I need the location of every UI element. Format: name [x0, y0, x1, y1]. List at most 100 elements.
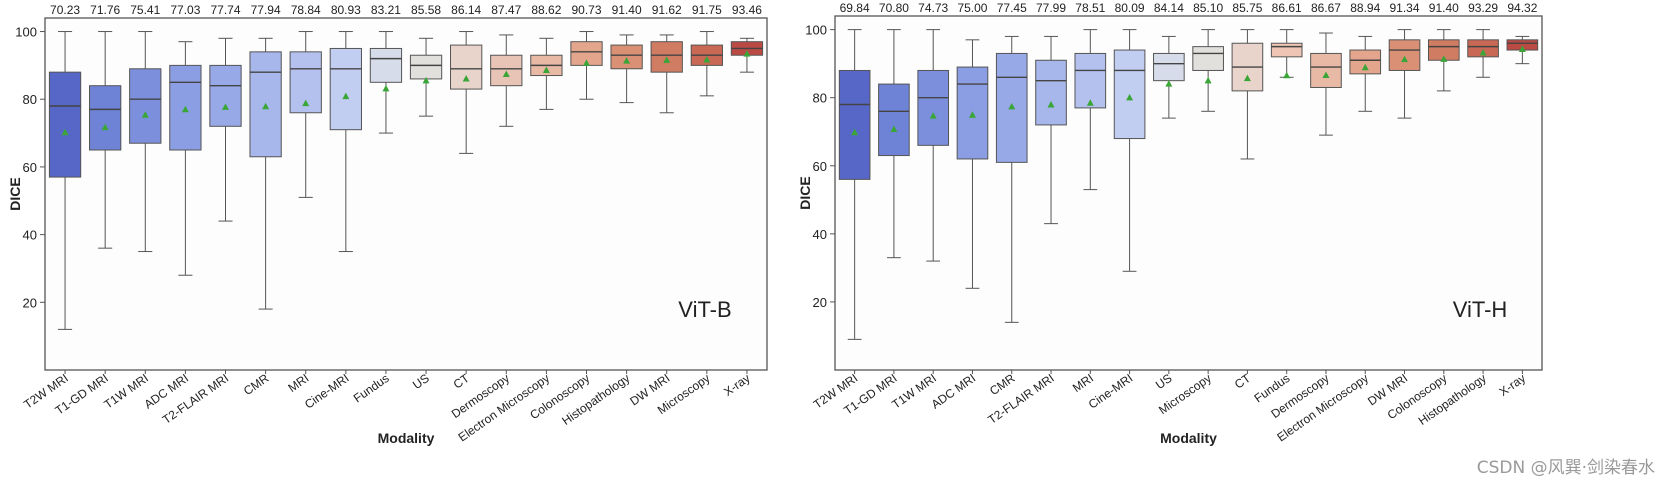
chart0-xtick-label: CT — [451, 371, 473, 392]
chart1-mean-label: 91.34 — [1390, 1, 1420, 15]
chart1-box — [838, 69, 871, 180]
chart1-mean-marker — [1204, 76, 1212, 84]
chart1-xtick-label: Histopathology — [1416, 371, 1489, 428]
chart1-mean-label: 75.00 — [957, 1, 987, 15]
chart1-box — [1074, 52, 1107, 109]
chart1-mean-label: 86.61 — [1272, 1, 1302, 15]
chart0-xlabel: Modality — [378, 430, 435, 446]
chart-vit-b: 20 40 60 80 100 DICE Modality ViT-B 70.23 T2W MRI… — [0, 0, 800, 456]
chart1-xtick-label: CMR — [987, 371, 1018, 398]
chart0-mean-marker — [743, 50, 751, 57]
chart1-mean-marker — [1243, 74, 1251, 82]
chart0-mean-label: 75.41 — [130, 3, 160, 17]
chart0-mean-label: 77.74 — [210, 3, 240, 17]
chart1-mean-label: 85.75 — [1232, 1, 1262, 15]
chart0-mean-label: 91.62 — [652, 3, 682, 17]
chart1-ylabel: DICE — [797, 176, 813, 209]
chart1-mean-marker — [1047, 101, 1055, 108]
chart-vit-h: 20 40 60 80 100 DICE Modality ViT-H 69.84 T2W MRI… — [790, 0, 1590, 456]
chart1-mean-label: 74.73 — [918, 1, 948, 15]
chart1-mean-label: 91.40 — [1429, 1, 1459, 15]
chart1-box — [1310, 52, 1342, 88]
chart1-mean-label: 85.10 — [1193, 1, 1223, 15]
chart1-mean-label: 70.80 — [879, 1, 909, 15]
chart1-mean-marker — [1086, 99, 1094, 106]
chart0-mean-marker — [583, 59, 590, 66]
chart0-mean-marker — [262, 102, 270, 110]
chart0-mean-label: 83.21 — [371, 3, 401, 17]
chart0-xtick-label: US — [410, 371, 432, 392]
chart0-mean-marker — [222, 103, 229, 110]
chart0-mean-label: 71.76 — [90, 3, 120, 17]
chart0-mean-marker — [623, 57, 631, 64]
chart1-mean-marker — [929, 112, 937, 119]
chart1-mean-marker — [968, 111, 976, 118]
chart0-panel-label: ViT-B — [678, 297, 731, 322]
chart0-xtick-label: MRI — [285, 371, 311, 395]
chart1-mean-label: 77.45 — [997, 1, 1027, 15]
chart0-mean-label: 85.58 — [411, 3, 441, 17]
chart1-mean-label: 93.29 — [1468, 1, 1498, 15]
chart1-box — [1153, 52, 1185, 82]
chart0-mean-marker — [342, 92, 350, 100]
chart1-mean-marker — [1322, 71, 1330, 78]
chart1-xlabel: Modality — [1160, 430, 1217, 446]
chart0-mean-marker — [181, 105, 189, 113]
chart0-mean-label: 77.03 — [170, 3, 200, 17]
chart0-xtick-label: Fundus — [351, 371, 392, 405]
chart0-xtick-label: Cine-MRI — [302, 371, 352, 412]
chart1-box — [878, 83, 910, 157]
chart1-ytick-label: 80 — [813, 91, 827, 106]
chart0-box — [129, 68, 162, 144]
chart0-plot-frame — [44, 17, 768, 371]
chart1-box — [917, 69, 950, 146]
chart1-mean-label: 84.14 — [1154, 1, 1184, 15]
chart1-mean-label: 77.99 — [1036, 1, 1066, 15]
chart1-xtick-label: X-ray — [1497, 371, 1529, 399]
chart0-ytick-label: 40 — [23, 228, 37, 243]
chart1-box — [1192, 46, 1224, 71]
chart1-box — [1035, 59, 1067, 126]
chart1-xtick-label: CT — [1232, 371, 1254, 392]
chart1-ytick-label: 100 — [805, 23, 827, 38]
chart0-box — [329, 47, 362, 131]
chart1-mean-marker — [1165, 80, 1173, 87]
chart0-mean-label: 91.40 — [612, 3, 642, 17]
chart0-mean-label: 78.84 — [291, 3, 321, 17]
chart1-mean-marker — [1479, 48, 1487, 56]
chart0-xtick-label: CMR — [241, 371, 272, 398]
chart0-box — [450, 44, 483, 90]
chart0-mean-marker — [462, 74, 470, 82]
chart1-xtick-label: ADC MRI — [929, 371, 979, 412]
chart1-xtick-label: US — [1153, 371, 1175, 392]
chart1-box — [1388, 39, 1421, 71]
chart1-mean-marker — [1008, 102, 1016, 110]
watermark: CSDN @风巽·剑染春水 — [1476, 458, 1655, 478]
chart1-mean-label: 80.09 — [1115, 1, 1145, 15]
chart1-ytick-label: 40 — [813, 227, 827, 242]
chart0-ytick-label: 100 — [15, 25, 37, 40]
chart1-box — [1467, 39, 1499, 58]
chart0-ytick-label: 60 — [23, 160, 37, 175]
chart1-ytick-label: 20 — [813, 295, 827, 310]
chart0-mean-label: 77.94 — [251, 3, 281, 17]
chart1-xtick-label: MRI — [1070, 371, 1096, 395]
chart0-box — [209, 64, 242, 127]
chart0-mean-marker — [422, 76, 430, 84]
chart0-mean-label: 93.46 — [732, 3, 762, 17]
chart0-mean-label: 70.23 — [50, 3, 80, 17]
chart0-box — [89, 85, 122, 151]
chart0-mean-label: 86.14 — [451, 3, 481, 17]
chart0-ytick-label: 80 — [23, 92, 37, 107]
chart0-mean-marker — [703, 55, 711, 63]
chart0-box — [409, 54, 443, 80]
chart0-mean-label: 87.47 — [491, 3, 521, 17]
chart0-mean-marker — [101, 123, 109, 131]
chart1-mean-marker — [1518, 45, 1526, 52]
chart1-panel-label: ViT-H — [1453, 297, 1508, 322]
chart0-xtick-label: Histopathology — [559, 371, 632, 428]
chart1-mean-label: 69.84 — [840, 1, 870, 15]
chart0-mean-marker — [302, 99, 310, 107]
chart0-mean-marker — [542, 66, 550, 74]
